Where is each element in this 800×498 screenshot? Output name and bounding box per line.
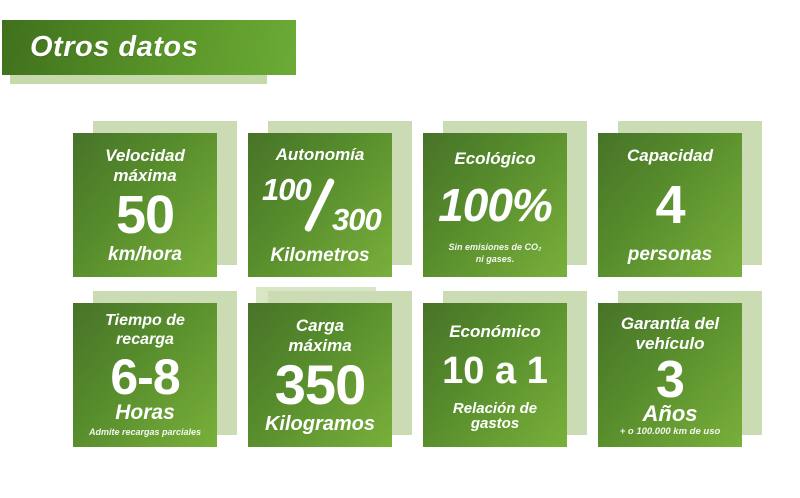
card-unit: Kilogramos: [264, 413, 376, 435]
card-value: 350: [274, 353, 366, 417]
card-value: 100%: [438, 178, 553, 231]
card-face: Velocidad máxima 50 km/hora: [73, 133, 217, 277]
card-title: Carga máxima: [288, 316, 352, 356]
card-value: 3: [656, 350, 685, 409]
card-velocidad-maxima: Velocidad máxima 50 km/hora: [73, 121, 237, 277]
card-unit: Relación de gastos: [452, 399, 538, 432]
header-banner-face: Otros datos: [2, 20, 296, 75]
card-title: Económico: [449, 322, 541, 341]
card-face: Tiempo de recarga 6-8 Horas Admite recar…: [73, 303, 217, 447]
card-face: Económico 10 a 1 Relación de gastos: [423, 303, 567, 447]
card-capacidad: Capacidad 4 personas: [598, 121, 762, 277]
card-value: 50: [115, 184, 175, 245]
card-unit: km/hora: [108, 243, 182, 265]
card-note-line1: Sin emisiones de CO₂: [448, 242, 542, 253]
card-tiempo-recarga: Tiempo de recarga 6-8 Horas Admite recar…: [73, 291, 237, 447]
card-unit: Horas: [115, 400, 175, 424]
card-note: Sin emisiones de CO₂ ni gases.: [449, 242, 542, 265]
card-face: Autonomía 100 300 Kilometros: [248, 133, 392, 277]
page-title: Otros datos: [30, 31, 199, 63]
header-banner: Otros datos: [0, 0, 320, 100]
card-unit: personas: [627, 244, 713, 265]
card-carga-maxima: Carga máxima 350 Kilogramos: [248, 287, 412, 447]
card-title: Autonomía: [275, 145, 365, 164]
card-note: + o 100.000 km de uso: [619, 426, 721, 438]
card-title: Tiempo de recarga: [105, 312, 185, 348]
fraction-numerator: 100: [262, 171, 312, 207]
card-value-fraction: 100 300: [254, 171, 386, 238]
card-face: Capacidad 4 personas: [598, 133, 742, 277]
card-autonomia: Autonomía 100 300 Kilometros: [248, 121, 412, 277]
card-title: Velocidad máxima: [105, 146, 185, 186]
card-value: 6-8: [110, 348, 180, 405]
card-title: Garantía del vehículo: [620, 314, 720, 354]
card-value: 10 a 1: [442, 350, 548, 393]
card-title: Capacidad: [627, 146, 713, 165]
card-ecologico: Ecológico 100% Sin emisiones de CO₂ ni g…: [423, 121, 587, 277]
fraction-denominator: 300: [332, 201, 382, 237]
card-economico: Económico 10 a 1 Relación de gastos: [423, 291, 587, 447]
card-unit: Años: [642, 400, 698, 426]
card-note: Admite recargas parciales: [88, 426, 202, 437]
card-face: Ecológico 100% Sin emisiones de CO₂ ni g…: [423, 133, 567, 277]
card-face: Carga máxima 350 Kilogramos: [248, 303, 392, 447]
card-note-line2: ni gases.: [475, 253, 515, 264]
card-title: Ecológico: [454, 149, 536, 168]
card-unit: Kilometros: [270, 244, 370, 266]
card-value: 4: [655, 174, 685, 235]
card-face: Garantía del vehículo 3 Años + o 100.000…: [598, 303, 742, 447]
card-garantia: Garantía del vehículo 3 Años + o 100.000…: [598, 291, 762, 447]
